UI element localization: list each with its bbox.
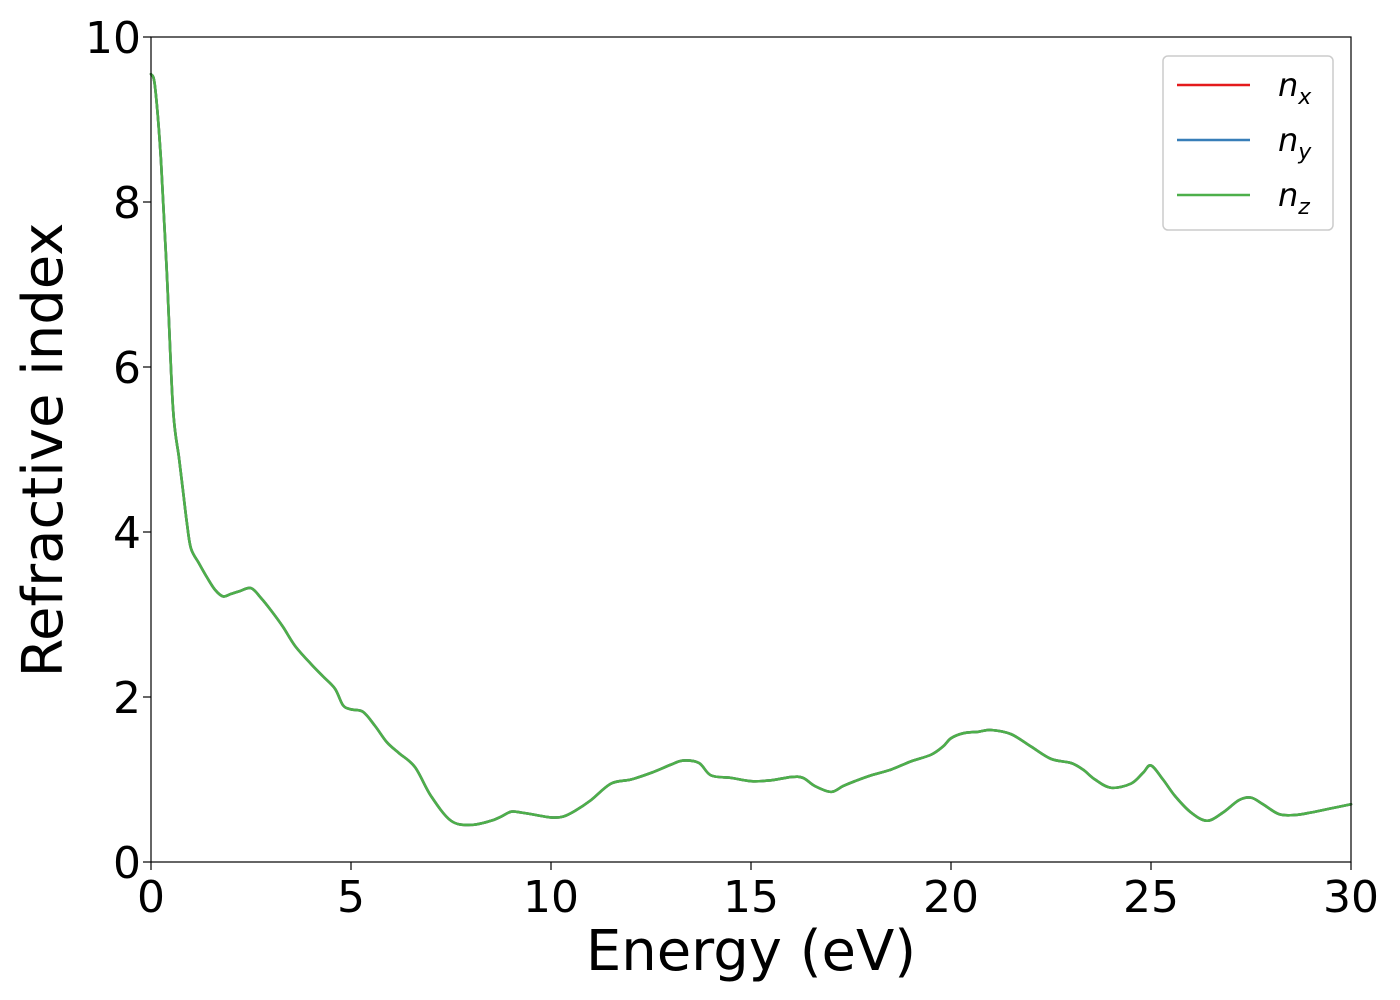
y-axis-ticks: 0 2 4 6 8 10 bbox=[85, 13, 151, 889]
x-tick-label: 5 bbox=[337, 872, 365, 923]
series-layer bbox=[149, 72, 1353, 827]
legend: nx ny nz bbox=[1162, 55, 1334, 231]
y-tick-label: 2 bbox=[113, 673, 141, 724]
legend-label-ny: ny bbox=[1278, 121, 1312, 165]
x-tick-label: 0 bbox=[137, 872, 165, 923]
y-tick-label: 10 bbox=[85, 13, 141, 64]
legend-box bbox=[1162, 55, 1334, 231]
y-tick-label: 6 bbox=[113, 343, 141, 394]
x-tick-label: 20 bbox=[923, 872, 979, 923]
x-axis-ticks: 0 5 10 15 20 25 30 bbox=[137, 862, 1379, 923]
x-tick-label: 15 bbox=[723, 872, 779, 923]
y-tick-label: 0 bbox=[113, 838, 141, 889]
legend-label-nx: nx bbox=[1278, 66, 1312, 110]
x-tick-label: 25 bbox=[1123, 872, 1179, 923]
legend-label-nz: nz bbox=[1278, 176, 1310, 220]
y-tick-label: 4 bbox=[113, 508, 141, 559]
y-axis-label: Refractive index bbox=[11, 223, 76, 678]
x-tick-label: 30 bbox=[1323, 872, 1379, 923]
series-line-nz bbox=[149, 72, 1353, 827]
y-tick-label: 8 bbox=[113, 178, 141, 229]
x-axis-label: Energy (eV) bbox=[586, 919, 916, 984]
x-tick-label: 10 bbox=[523, 872, 579, 923]
